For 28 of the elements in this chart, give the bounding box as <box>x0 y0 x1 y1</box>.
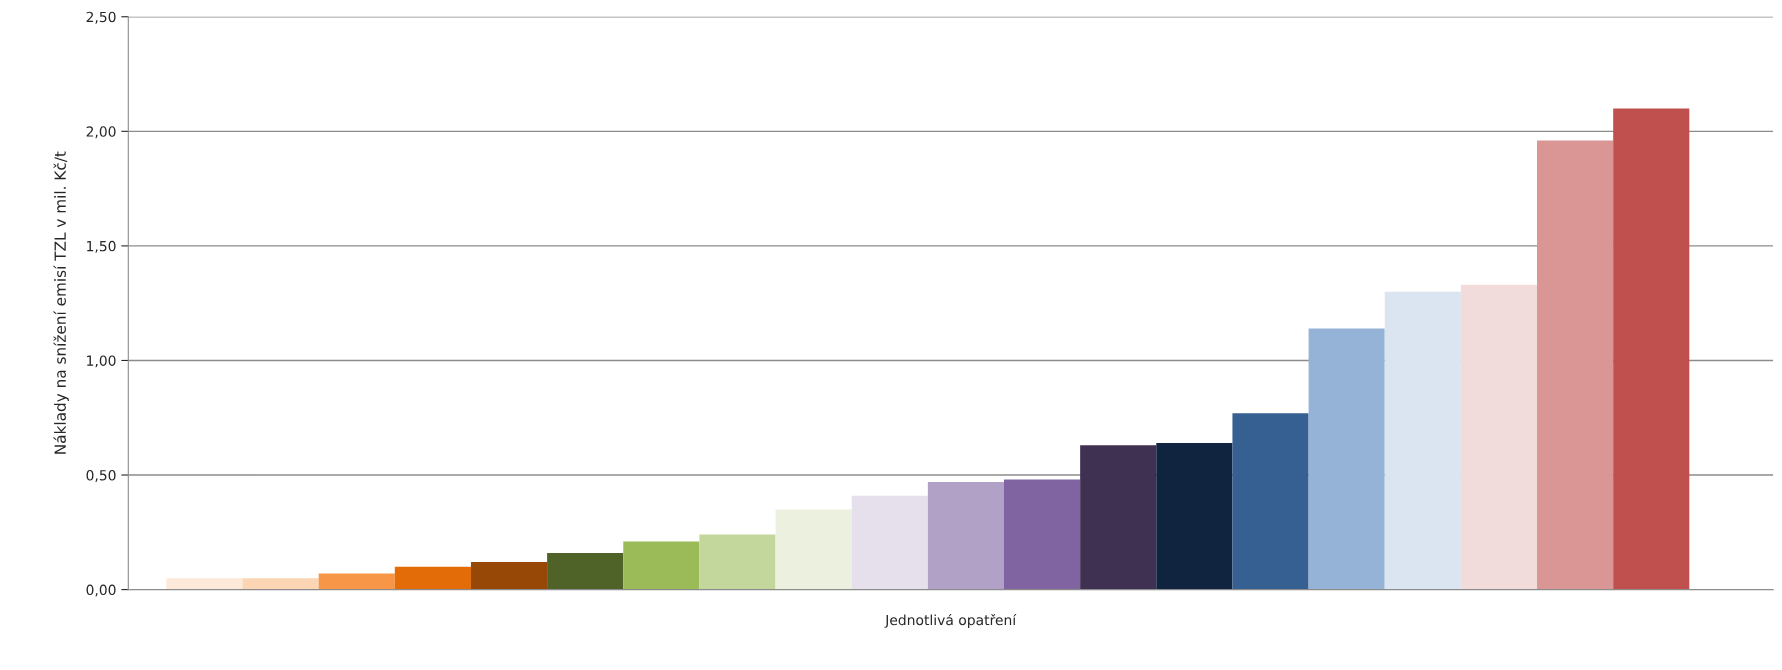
bar <box>851 495 928 590</box>
bar <box>547 552 624 590</box>
bar <box>1308 328 1385 590</box>
y-axis-title: Náklady na snížení emisí TZL v mil. Kč/t <box>53 151 69 454</box>
bar <box>927 481 1004 590</box>
y-tick-label: 2,00 <box>86 126 116 139</box>
bar <box>394 566 471 590</box>
bar <box>775 509 852 590</box>
bar <box>1080 445 1157 590</box>
y-tick-label: 0,50 <box>86 470 116 482</box>
bar <box>1537 140 1614 590</box>
bar <box>1384 291 1461 590</box>
bar <box>166 578 243 590</box>
y-tick-label: 1,50 <box>87 240 116 253</box>
bar <box>1004 479 1081 590</box>
y-tick-label: 0,00 <box>86 584 116 597</box>
bar <box>470 562 548 590</box>
bar <box>1613 108 1690 590</box>
bar <box>242 578 319 590</box>
y-tick-label: 1,00 <box>87 355 116 368</box>
bar <box>318 573 395 590</box>
bar <box>1232 413 1309 590</box>
x-axis-title: Jednotlivá opatření <box>884 613 1017 628</box>
bar <box>1460 284 1538 590</box>
bar <box>699 534 776 590</box>
bar <box>623 541 700 590</box>
y-tick-label: 2,50 <box>86 11 116 24</box>
bar <box>1156 442 1233 590</box>
